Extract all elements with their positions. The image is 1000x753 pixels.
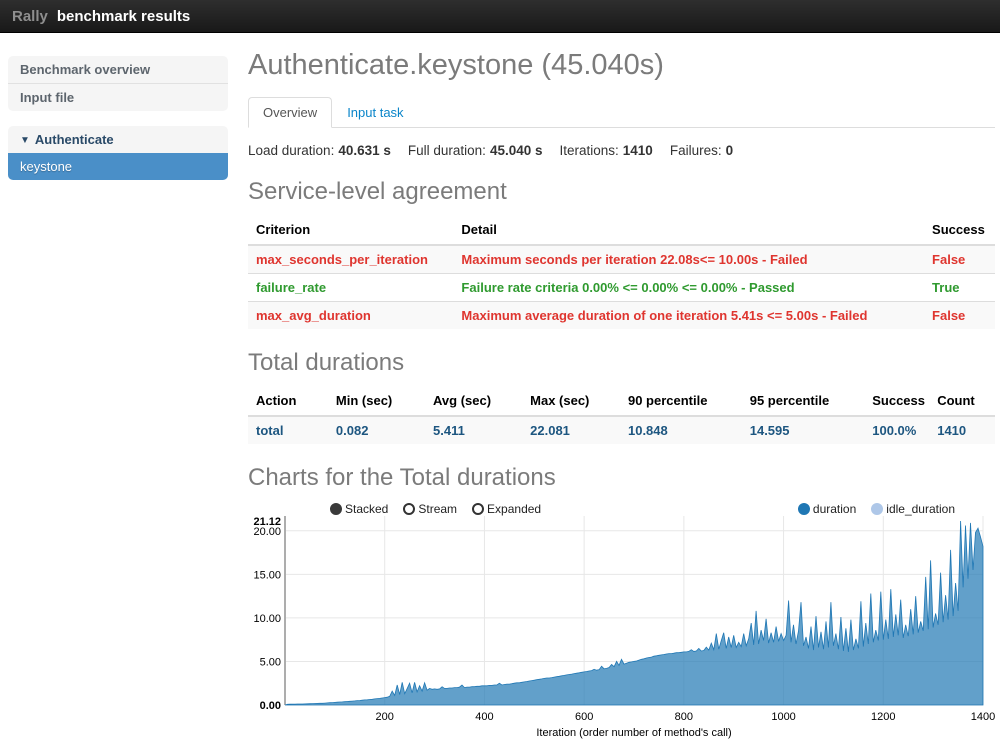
chart-text: 10.00 (253, 613, 281, 625)
sla-row: failure_rateFailure rate criteria 0.00% … (248, 274, 995, 302)
sidebar-item-input-file[interactable]: Input file (8, 83, 228, 111)
sla-row: max_avg_durationMaximum average duration… (248, 302, 995, 330)
chart-mode-expanded[interactable]: Expanded (472, 502, 541, 516)
chart-mode-label: Stacked (345, 502, 388, 516)
sla-column-header: Success (924, 216, 995, 245)
chart-legend: duration idle_duration (798, 502, 955, 516)
durations-column-header: 95 percentile (742, 387, 865, 416)
top-navbar: Rally benchmark results (0, 0, 1000, 33)
sidebar-group-label: Authenticate (35, 132, 114, 147)
stats-row: Load duration:40.631 s Full duration:45.… (248, 143, 995, 158)
radio-icon (330, 503, 342, 515)
sla-table: CriterionDetailSuccess max_seconds_per_i… (248, 216, 995, 329)
chart-text: 5.00 (260, 656, 281, 668)
chart-text: 1200 (871, 711, 895, 723)
chart-mode-label: Stream (418, 502, 457, 516)
duration-chart-widget: Stacked Stream Expanded duration idle_durat… (248, 502, 995, 753)
legend-item-idle_duration[interactable]: idle_duration (871, 502, 955, 516)
sla-header-row: CriterionDetailSuccess (248, 216, 995, 245)
sidebar-scenario-group: ▼ Authenticate keystone (8, 126, 228, 180)
stat-iterations: Iterations:1410 (560, 143, 653, 158)
tab-input-task[interactable]: Input task (332, 97, 418, 128)
sla-heading: Service-level agreement (248, 178, 995, 206)
sidebar-item-keystone[interactable]: keystone (8, 153, 228, 180)
chart-text: 15.00 (253, 569, 281, 581)
sla-detail-cell: Maximum average duration of one iteratio… (453, 302, 924, 330)
legend-item-duration[interactable]: duration (798, 502, 856, 516)
stacked-area-chart[interactable]: 0.005.0010.0015.0020.0021.12200400600800… (248, 516, 998, 748)
stat-load-duration: Load duration:40.631 s (248, 143, 391, 158)
sla-success-cell: True (924, 274, 995, 302)
durations-cell: 10.848 (620, 416, 742, 444)
sla-column-header: Detail (453, 216, 924, 245)
sidebar: Benchmark overview Input file ▼ Authentic… (8, 56, 228, 195)
legend-dot-icon (871, 503, 883, 515)
durations-cell: 100.0% (864, 416, 929, 444)
chart-text: 200 (376, 711, 394, 723)
chart-mode-controls: Stacked Stream Expanded (330, 502, 541, 516)
chart-text: 1400 (971, 711, 995, 723)
chart-text: 0.00 (260, 700, 281, 712)
durations-row: total0.0825.41122.08110.84814.595100.0%1… (248, 416, 995, 444)
radio-icon (472, 503, 484, 515)
sidebar-item-benchmark-overview[interactable]: Benchmark overview (8, 56, 228, 83)
page-title: Authenticate.keystone (45.040s) (248, 49, 995, 82)
collapse-triangle-icon: ▼ (20, 135, 30, 146)
durations-heading: Total durations (248, 349, 995, 377)
legend-dot-icon (798, 503, 810, 515)
durations-cell: total (248, 416, 328, 444)
stat-failures: Failures:0 (670, 143, 733, 158)
durations-cell: 22.081 (522, 416, 620, 444)
chart-mode-stacked[interactable]: Stacked (330, 502, 388, 516)
durations-header-row: ActionMin (sec)Avg (sec)Max (sec)90 perc… (248, 387, 995, 416)
x-axis-title: Iteration (order number of method's call… (536, 727, 731, 739)
chart-text: 1000 (771, 711, 795, 723)
durations-column-header: Min (sec) (328, 387, 425, 416)
durations-table: ActionMin (sec)Avg (sec)Max (sec)90 perc… (248, 387, 995, 444)
chart-text: 600 (575, 711, 593, 723)
legend-label: duration (813, 502, 856, 516)
durations-column-header: 90 percentile (620, 387, 742, 416)
tab-bar: Overview Input task (248, 97, 995, 128)
sla-success-cell: False (924, 245, 995, 274)
durations-column-header: Count (929, 387, 995, 416)
main-content: Authenticate.keystone (45.040s) Overview… (248, 33, 995, 753)
duration-area-series (285, 521, 983, 705)
durations-column-header: Avg (sec) (425, 387, 522, 416)
chart-text: 400 (475, 711, 493, 723)
rally-logo: Rally (12, 8, 48, 25)
durations-cell: 14.595 (742, 416, 865, 444)
durations-column-header: Action (248, 387, 328, 416)
sla-column-header: Criterion (248, 216, 453, 245)
durations-column-header: Success (864, 387, 929, 416)
tab-overview[interactable]: Overview (248, 97, 332, 128)
durations-cell: 1410 (929, 416, 995, 444)
durations-column-header: Max (sec) (522, 387, 620, 416)
chart-mode-label: Expanded (487, 502, 541, 516)
chart-text: 21.12 (253, 516, 281, 528)
sla-criterion-cell: max_seconds_per_iteration (248, 245, 453, 274)
sla-criterion-cell: max_avg_duration (248, 302, 453, 330)
chart-text: 800 (675, 711, 693, 723)
sla-detail-cell: Maximum seconds per iteration 22.08s<= 1… (453, 245, 924, 274)
sla-success-cell: False (924, 302, 995, 330)
navbar-title: benchmark results (57, 8, 190, 25)
sidebar-nav-group: Benchmark overview Input file (8, 56, 228, 111)
sidebar-group-authenticate[interactable]: ▼ Authenticate (8, 126, 228, 153)
radio-icon (403, 503, 415, 515)
sla-detail-cell: Failure rate criteria 0.00% <= 0.00% <= … (453, 274, 924, 302)
durations-cell: 0.082 (328, 416, 425, 444)
sla-criterion-cell: failure_rate (248, 274, 453, 302)
sla-row: max_seconds_per_iterationMaximum seconds… (248, 245, 995, 274)
durations-cell: 5.411 (425, 416, 522, 444)
legend-label: idle_duration (886, 502, 955, 516)
chart-mode-stream[interactable]: Stream (403, 502, 457, 516)
charts-heading: Charts for the Total durations (248, 464, 995, 492)
stat-full-duration: Full duration:45.040 s (408, 143, 543, 158)
